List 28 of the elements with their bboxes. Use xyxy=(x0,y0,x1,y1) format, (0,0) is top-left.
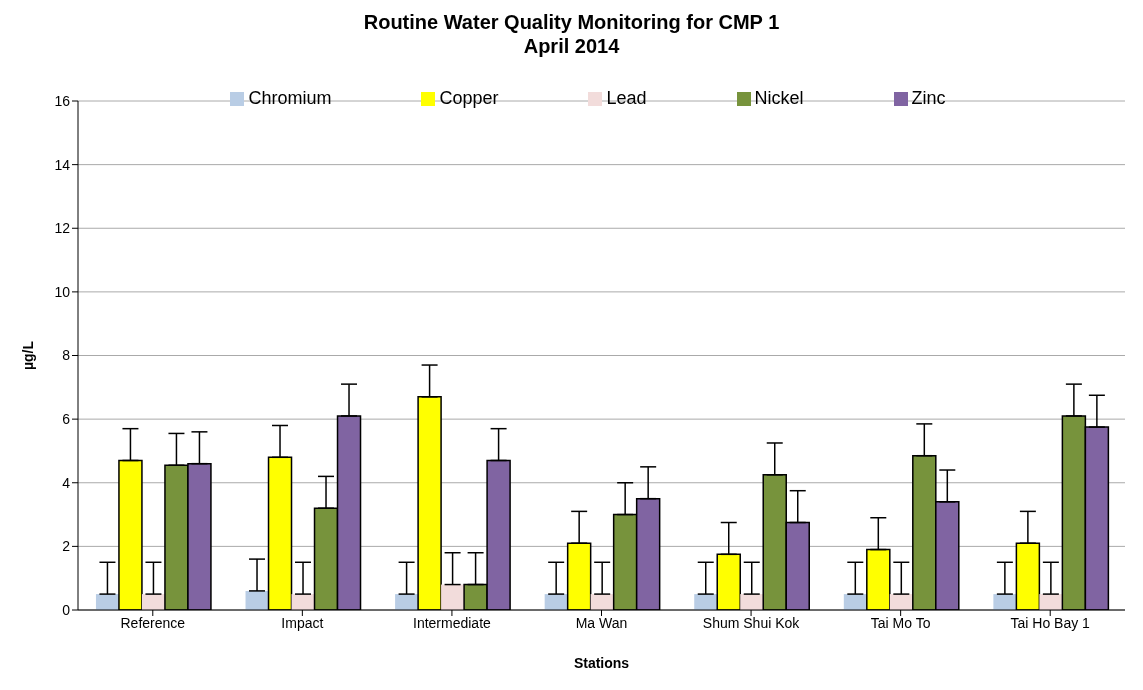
legend-label: Zinc xyxy=(911,88,946,108)
x-tick-label: Reference xyxy=(120,614,186,631)
y-tick-label: 8 xyxy=(62,347,71,364)
y-tick-label: 6 xyxy=(62,411,71,428)
bar xyxy=(441,584,465,610)
x-axis-title: Stations xyxy=(573,654,630,671)
x-tick-label: Ma Wan xyxy=(575,614,628,631)
legend-label: Copper xyxy=(439,88,499,108)
legend-label: Lead xyxy=(606,88,647,108)
y-tick-label: 10 xyxy=(54,283,71,300)
y-axis-title: µg/L xyxy=(19,340,36,371)
legend-label: Nickel xyxy=(754,88,804,108)
x-tick-label: Intermediate xyxy=(413,614,492,631)
legend-label: Chromium xyxy=(248,88,332,108)
y-tick-label: 0 xyxy=(62,601,71,618)
y-tick-label: 12 xyxy=(54,220,71,237)
y-tick-label: 4 xyxy=(62,474,71,491)
bar xyxy=(993,594,1017,610)
x-tick-label: Impact xyxy=(281,614,324,631)
bar xyxy=(1039,594,1063,610)
y-tick-label: 2 xyxy=(62,538,71,555)
y-tick-label: 14 xyxy=(54,156,71,173)
x-tick-label: Tai Mo To xyxy=(870,614,931,631)
x-tick-label: Tai Ho Bay 1 xyxy=(1010,614,1091,631)
y-tick-label: 16 xyxy=(54,92,71,109)
bar xyxy=(245,590,269,610)
x-tick-label: Shum Shui Kok xyxy=(702,614,801,631)
chart-title: Routine Water Quality Monitoring for CMP 1 April 2014 xyxy=(362,10,781,58)
